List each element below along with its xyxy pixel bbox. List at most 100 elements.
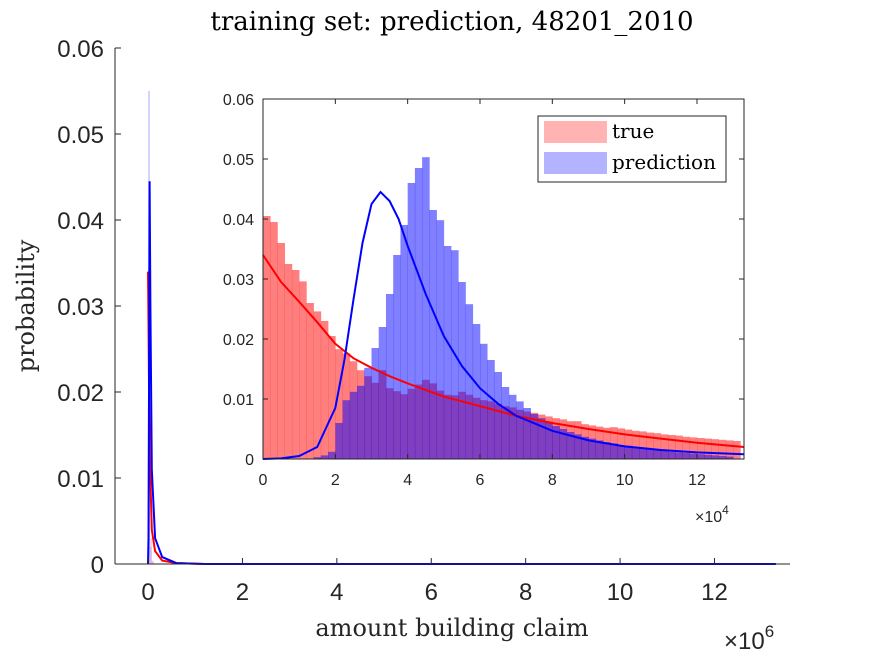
inset-bar xyxy=(552,426,560,459)
main-bar xyxy=(149,538,152,564)
inset-bar xyxy=(646,449,654,459)
chart-title: training set: prediction, 48201_2010 xyxy=(210,7,693,37)
inset-bar xyxy=(624,429,633,459)
inset-bar xyxy=(675,435,683,459)
inset-y-tick-label: 0.02 xyxy=(223,332,254,349)
inset-bar xyxy=(436,220,445,459)
inset-bar xyxy=(574,434,582,459)
inset-x-exponent-power: 4 xyxy=(722,503,729,517)
main-x-exponent-power: 6 xyxy=(765,622,774,641)
inset-bar xyxy=(588,438,597,459)
main-y-ticks: 0 0.01 0.02 0.03 0.04 0.05 0.06 xyxy=(57,36,121,579)
inset-bar xyxy=(653,433,662,459)
inset-bar xyxy=(559,429,568,459)
inset-bar xyxy=(501,387,510,459)
inset-bar xyxy=(284,264,293,459)
main-x-tick-label: 2 xyxy=(236,579,249,606)
main-x-tick-label: 8 xyxy=(519,579,532,606)
inset-axes: 0 2 4 6 8 10 12 00.010.020.030.040.050.06 ×104… xyxy=(223,92,745,526)
main-y-tick-label: 0 xyxy=(91,552,104,579)
inset-bar xyxy=(617,445,625,459)
inset-bar xyxy=(494,372,502,459)
inset-bar xyxy=(458,282,466,459)
inset-bar xyxy=(523,408,531,459)
inset-bar xyxy=(610,427,618,459)
inset-bar xyxy=(371,348,380,459)
inset-x-tick-label: 4 xyxy=(403,472,412,489)
inset-bar xyxy=(704,454,712,459)
inset-x-tick-label: 2 xyxy=(331,472,340,489)
inset-y-tick-label: 0.06 xyxy=(223,92,254,109)
main-bar xyxy=(151,562,154,564)
inset-bar xyxy=(291,270,300,459)
inset-bar xyxy=(508,394,517,459)
inset-y-tick-label: 0.01 xyxy=(223,392,254,409)
inset-true-fit-line xyxy=(262,254,745,448)
inset-bar xyxy=(696,454,705,459)
inset-bar xyxy=(668,435,676,459)
inset-bar xyxy=(733,441,741,459)
inset-x-ticks: 0 2 4 6 8 10 12 xyxy=(259,99,706,489)
main-bar xyxy=(151,560,154,564)
main-x-ticks: 0 2 4 6 8 10 12 xyxy=(141,558,728,606)
inset-bar xyxy=(660,450,669,459)
inset-bar xyxy=(711,439,719,459)
inset-bar xyxy=(530,414,539,459)
inset-bar xyxy=(263,216,271,459)
inset-bar xyxy=(595,440,604,459)
inset-bar xyxy=(581,436,589,459)
inset-x-tick-label: 6 xyxy=(476,472,485,489)
inset-bar xyxy=(660,434,669,459)
main-y-tick-label: 0.05 xyxy=(57,122,104,149)
inset-bar xyxy=(617,428,625,459)
inset-y-tick-label: 0.03 xyxy=(223,272,254,289)
inset-bar xyxy=(631,447,640,459)
main-x-exponent-label: ×106 xyxy=(724,622,774,655)
legend-label-prediction: prediction xyxy=(612,150,716,174)
inset-bar xyxy=(537,418,546,459)
inset-y-ticks: 0 0.01 0.02 0.03 0.04 0.05 0.06 xyxy=(223,92,744,469)
main-y-tick-label: 0.01 xyxy=(57,466,104,493)
inset-bar xyxy=(465,304,474,459)
inset-bar xyxy=(328,451,336,459)
main-fit-line xyxy=(147,181,776,565)
y-axis-label: probability xyxy=(12,239,40,372)
legend: true prediction xyxy=(537,115,727,183)
inset-bar xyxy=(689,437,698,459)
inset-bar xyxy=(407,183,416,459)
inset-bar xyxy=(313,457,322,459)
inset-bar xyxy=(689,453,698,459)
main-x-tick-label: 4 xyxy=(330,579,343,606)
inset-x-tick-label: 10 xyxy=(616,472,634,489)
inset-prediction-fit-line xyxy=(262,190,745,460)
main-y-tick-label: 0.04 xyxy=(57,208,104,235)
inset-bar xyxy=(682,453,691,459)
inset-bar xyxy=(414,168,423,459)
inset-bar xyxy=(277,243,285,459)
inset-bar xyxy=(696,438,705,459)
inset-x-tick-label: 12 xyxy=(688,472,706,489)
main-y-tick-label: 0.06 xyxy=(57,36,104,63)
inset-bar xyxy=(516,401,524,459)
inset-bar xyxy=(342,400,351,459)
inset-bar xyxy=(320,455,329,459)
inset-bar xyxy=(429,210,437,459)
inset-bar xyxy=(646,432,654,459)
inset-bar xyxy=(566,432,575,459)
inset-bar xyxy=(472,324,481,459)
inset-bar xyxy=(335,349,343,459)
main-x-tick-label: 6 xyxy=(425,579,438,606)
main-x-tick-label: 10 xyxy=(607,579,634,606)
inset-bar xyxy=(725,440,734,459)
inset-bar xyxy=(704,438,712,459)
inset-x-exponent-label: ×104 xyxy=(695,503,729,526)
inset-bar xyxy=(349,391,358,459)
inset-bar xyxy=(393,255,401,459)
legend-label-true: true xyxy=(612,119,654,143)
inset-bar xyxy=(682,436,691,459)
inset-y-tick-label: 0 xyxy=(245,452,254,469)
inset-bar xyxy=(357,385,365,459)
inset-bar xyxy=(639,448,647,459)
inset-y-tick-label: 0.04 xyxy=(223,212,254,229)
